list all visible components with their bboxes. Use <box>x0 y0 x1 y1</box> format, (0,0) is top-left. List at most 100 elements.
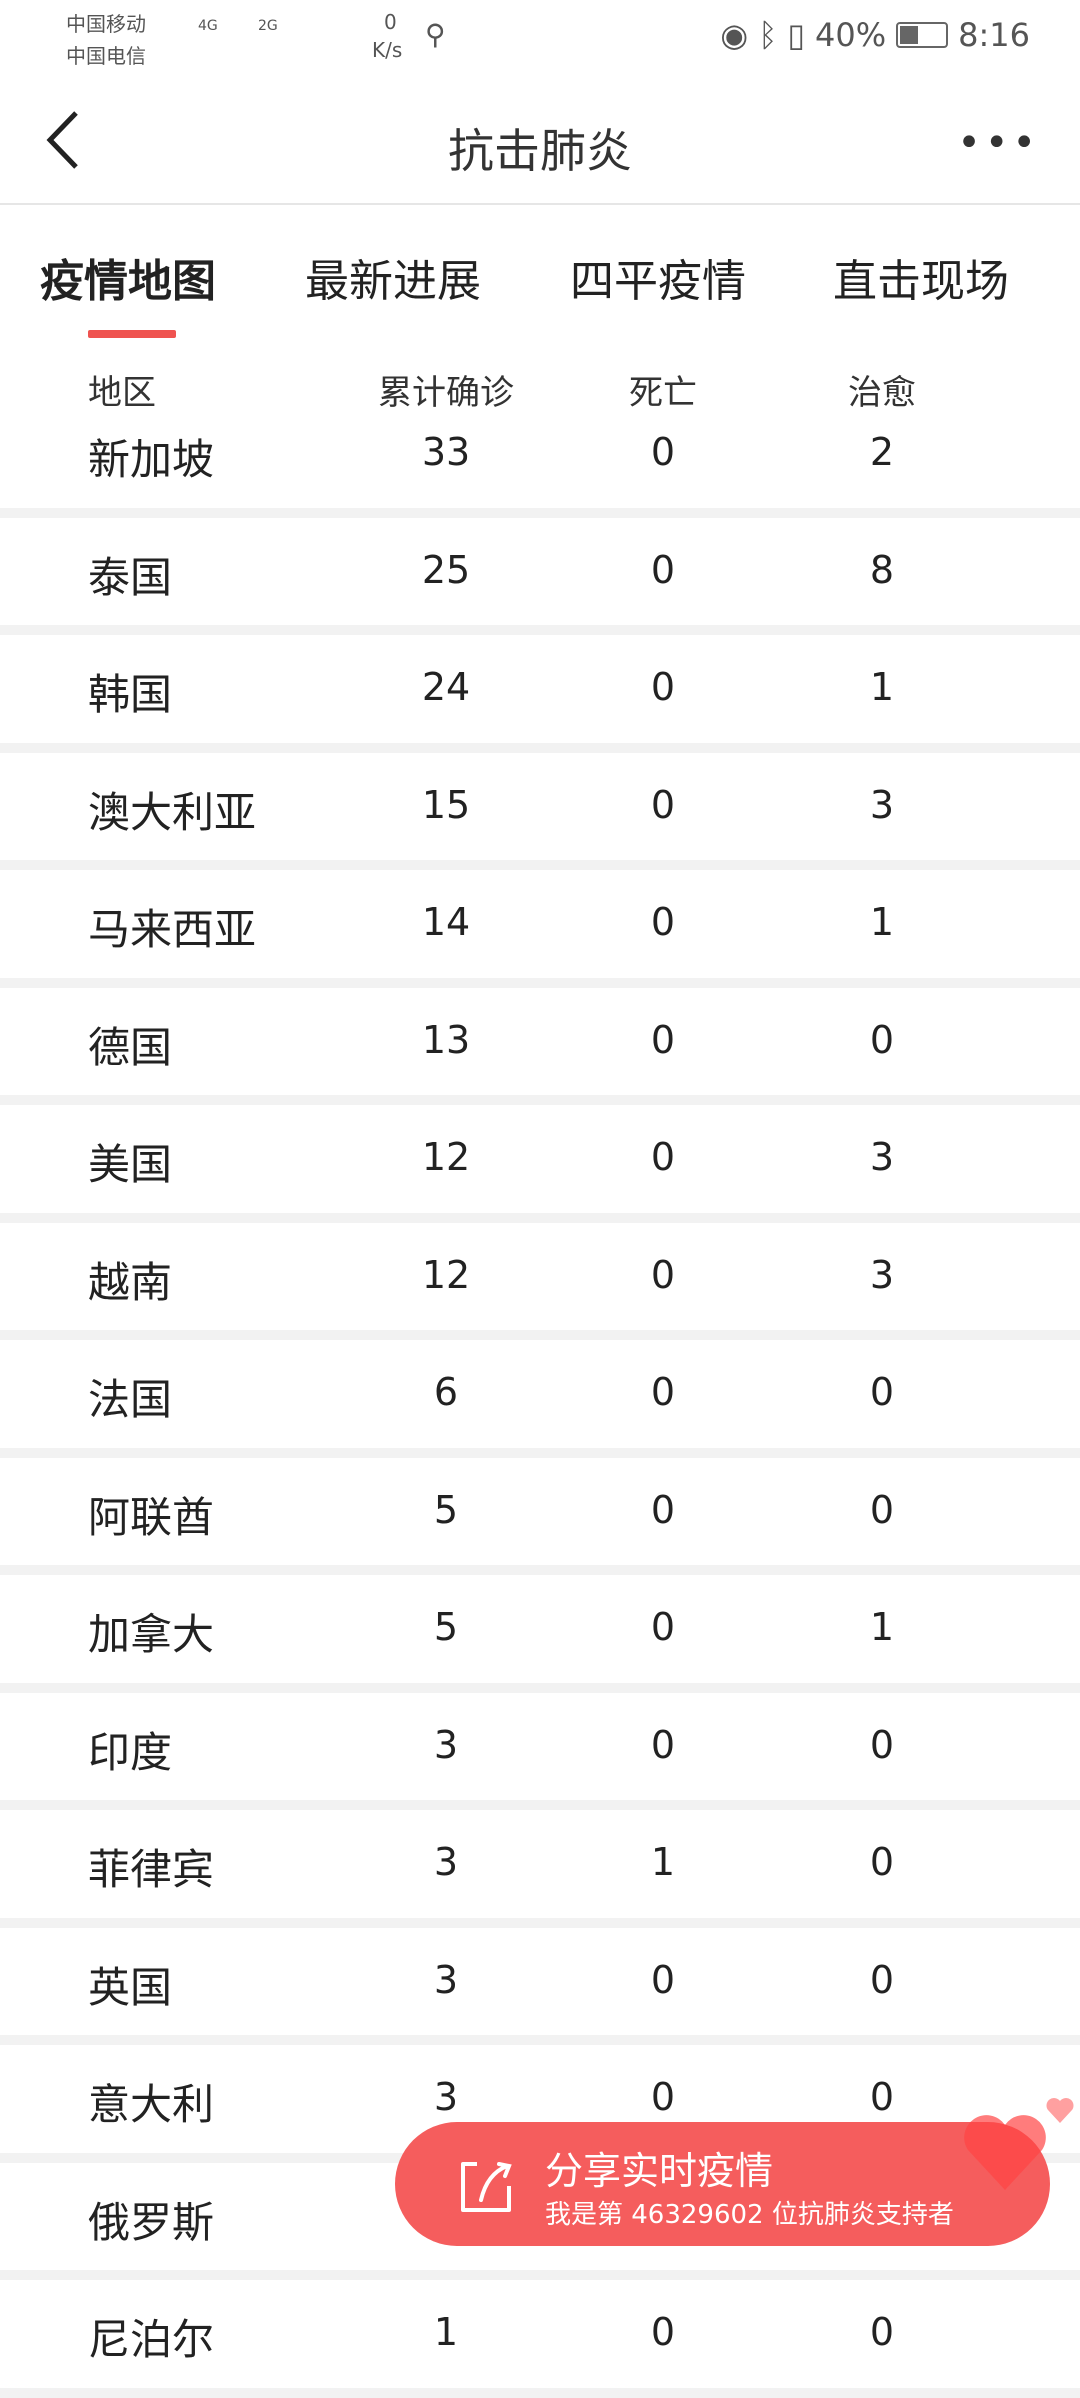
tab-live[interactable]: 直击现场 <box>833 256 1009 307</box>
table-row[interactable]: 泰国 25 0 8 <box>0 518 1080 635</box>
carrier-2: 中国电信 <box>66 44 146 68</box>
cell-region: 菲律宾 <box>88 1845 215 1894</box>
status-bar: 中国移动 中国电信 4G 2G 0 K/s ⚲ ◉ ᛒ ▯ 40% 8:16 <box>0 0 1080 75</box>
table-row[interactable]: 美国 12 0 3 <box>0 1105 1080 1223</box>
cell-confirmed: 33 <box>421 430 471 474</box>
cell-deaths: 0 <box>650 2075 676 2119</box>
speed: 0 <box>384 10 397 34</box>
cell-region: 澳大利亚 <box>88 787 257 837</box>
active-tab-indicator <box>88 330 176 338</box>
cell-deaths: 0 <box>650 2310 676 2354</box>
cell-cured: 8 <box>869 547 895 592</box>
cell-confirmed: 12 <box>421 1135 471 1179</box>
cell-cured: 2 <box>869 430 895 474</box>
table-row[interactable]: 加拿大 5 0 1 <box>0 1575 1080 1693</box>
cell-region: 加拿大 <box>88 1610 215 1659</box>
cell-cured: 1 <box>869 1605 895 1649</box>
cell-confirmed: 13 <box>421 1017 471 1062</box>
table-row[interactable]: 新加坡 33 0 2 <box>0 400 1080 518</box>
table-row[interactable]: 德国 13 0 0 <box>0 988 1080 1105</box>
cell-region: 德国 <box>88 1022 173 1072</box>
table-row[interactable]: 澳大利亚 15 0 3 <box>0 753 1080 870</box>
cell-deaths: 0 <box>650 665 676 709</box>
cell-confirmed: 3 <box>433 2075 459 2119</box>
tab-latest-progress[interactable]: 最新进展 <box>305 256 481 307</box>
back-icon[interactable] <box>40 105 90 175</box>
cell-cured: 0 <box>869 2310 895 2354</box>
share-icon <box>461 2162 512 2212</box>
table-row[interactable]: 菲律宾 3 1 0 <box>0 1810 1080 1928</box>
cell-region: 印度 <box>88 1727 173 1777</box>
cell-deaths: 0 <box>650 1605 676 1649</box>
cell-confirmed: 24 <box>421 665 471 709</box>
cell-deaths: 0 <box>650 1370 676 1414</box>
cell-cured: 0 <box>869 1722 895 1767</box>
cell-region: 尼泊尔 <box>88 2315 215 2364</box>
cell-deaths: 0 <box>650 1957 676 2002</box>
cell-deaths: 0 <box>650 430 676 474</box>
cell-deaths: 0 <box>650 900 676 944</box>
cell-confirmed: 6 <box>433 1370 459 1414</box>
search-icon: ⚲ <box>425 18 446 51</box>
col-region: 地区 <box>88 373 156 413</box>
cell-cured: 0 <box>869 1957 895 2002</box>
cell-deaths: 0 <box>650 1017 676 1062</box>
eye-icon: ◉ <box>720 16 749 54</box>
cell-confirmed: 1 <box>433 2310 459 2354</box>
cell-confirmed: 3 <box>433 1840 459 1884</box>
col-confirmed: 累计确诊 <box>378 373 514 413</box>
table-row[interactable]: 法国 6 0 0 <box>0 1340 1080 1458</box>
table-row[interactable]: 英国 3 0 0 <box>0 1928 1080 2045</box>
bluetooth-icon: ᛒ <box>758 16 778 54</box>
cell-deaths: 0 <box>650 547 676 592</box>
cell-deaths: 0 <box>650 1487 676 1532</box>
cell-region: 新加坡 <box>88 435 215 484</box>
cell-region: 美国 <box>88 1140 173 1189</box>
cell-confirmed: 25 <box>421 547 471 592</box>
share-title: 分享实时疫情 <box>545 2149 774 2193</box>
cell-region: 意大利 <box>88 2080 215 2129</box>
table-row[interactable]: 韩国 24 0 1 <box>0 635 1080 753</box>
country-table: 新加坡 33 0 2 泰国 25 0 8 韩国 24 0 1 澳大利亚 15 0 3 马来西亚 14 0 1 德国 13 0… <box>0 400 1080 2398</box>
cell-region: 韩国 <box>88 670 173 719</box>
col-cured: 治愈 <box>848 373 916 413</box>
cell-region: 越南 <box>88 1257 173 1307</box>
battery-percent: 40% <box>815 16 887 54</box>
net-2: 2G <box>258 18 278 34</box>
cell-confirmed: 5 <box>433 1487 459 1532</box>
table-row[interactable]: 俄罗斯 <box>0 2163 1080 2280</box>
share-button[interactable]: 分享实时疫情 我是第 46329602 位抗肺炎支持者 <box>395 2122 1050 2246</box>
cell-region: 泰国 <box>88 552 173 602</box>
cell-confirmed: 15 <box>421 782 471 827</box>
cell-cured: 0 <box>869 1017 895 1062</box>
clock: 8:16 <box>958 16 1030 54</box>
cell-region: 法国 <box>88 1375 173 1424</box>
tab-siping[interactable]: 四平疫情 <box>570 256 746 307</box>
heart-icon[interactable] <box>960 2085 1080 2195</box>
table-row[interactable]: 尼泊尔 1 0 0 <box>0 2280 1080 2398</box>
cell-region: 俄罗斯 <box>88 2197 215 2247</box>
cell-deaths: 1 <box>650 1840 676 1884</box>
page-title: 抗击肺炎 <box>448 124 632 178</box>
battery-icon <box>896 22 949 48</box>
cell-deaths: 0 <box>650 1135 676 1179</box>
cell-confirmed: 3 <box>433 1957 459 2002</box>
carrier-1: 中国移动 <box>66 12 146 36</box>
cell-cured: 1 <box>869 665 895 709</box>
table-row[interactable]: 马来西亚 14 0 1 <box>0 870 1080 988</box>
cell-cured: 0 <box>869 2075 895 2119</box>
cell-confirmed: 3 <box>433 1722 459 1767</box>
cell-cured: 3 <box>869 1252 895 1297</box>
tab-epidemic-map[interactable]: 疫情地图 <box>40 256 216 307</box>
cell-deaths: 0 <box>650 1722 676 1767</box>
cell-confirmed: 5 <box>433 1605 459 1649</box>
more-icon[interactable]: ••• <box>957 120 1040 166</box>
cell-cured: 3 <box>869 1135 895 1179</box>
cell-cured: 0 <box>869 1840 895 1884</box>
col-deaths: 死亡 <box>629 373 697 413</box>
cell-region: 英国 <box>88 1962 173 2012</box>
table-row[interactable]: 印度 3 0 0 <box>0 1693 1080 1810</box>
table-row[interactable]: 阿联酋 5 0 0 <box>0 1458 1080 1575</box>
table-row[interactable]: 越南 12 0 3 <box>0 1223 1080 1340</box>
cell-deaths: 0 <box>650 1252 676 1297</box>
